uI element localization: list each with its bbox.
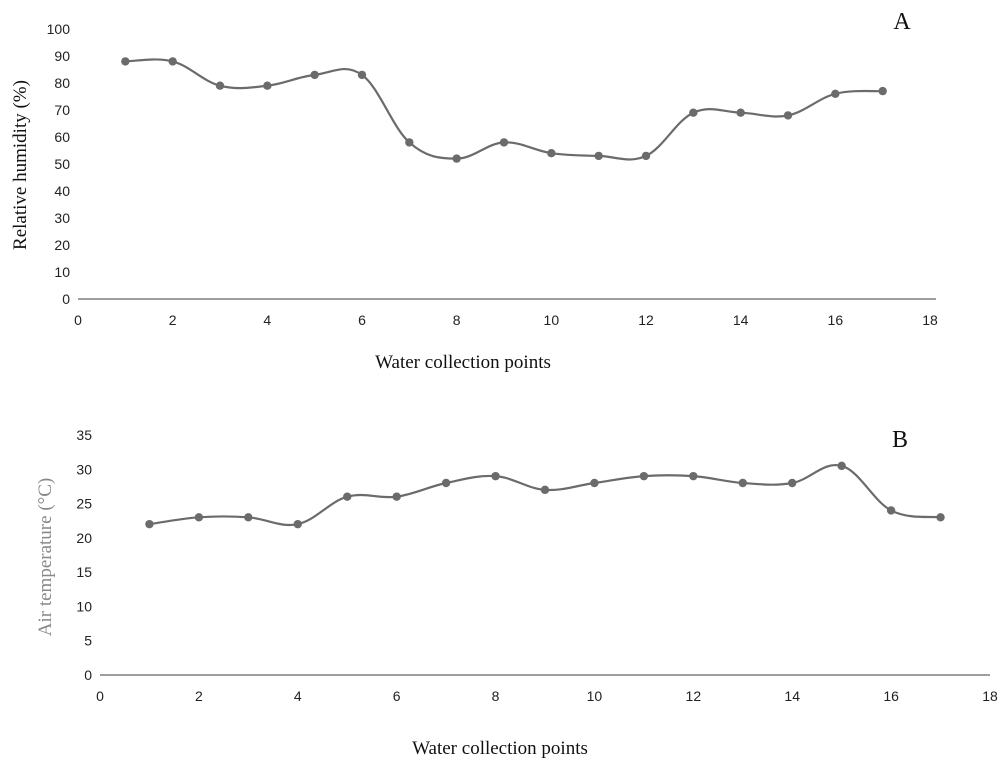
chart-b-x-tick-label: 4: [294, 688, 302, 704]
chart-a-y-tick-label: 30: [54, 210, 70, 226]
chart-a-data-point: [499, 138, 509, 147]
chart-b-points: [145, 461, 945, 529]
chart-a-data-point: [689, 108, 698, 117]
chart-a-y-tick-label: 100: [47, 21, 71, 37]
chart-b-x-tick-label: 14: [784, 688, 800, 704]
chart-a-panel-label: A: [893, 9, 911, 35]
chart-b-x-tick-label: 8: [492, 688, 500, 704]
chart-a: 0 10 20 30 40 50 60 70 80 90 100 0 2 4 6 8 10 12 14 16 18 A…: [10, 9, 938, 373]
chart-b-x-tick-label: 0: [96, 688, 104, 704]
chart-b-series-line: [149, 463, 941, 527]
chart-b-x-tick-label: 18: [982, 688, 998, 704]
chart-a-x-tick-label: 4: [263, 312, 271, 328]
chart-a-x-tick-label: 14: [733, 312, 749, 328]
chart-b-x-tick-label: 16: [883, 688, 899, 704]
chart-b-x-tick-label: 2: [195, 688, 203, 704]
chart-b-y-axis-title: Air temperature (°C): [35, 478, 56, 636]
chart-a-x-axis-title: Water collection points: [375, 352, 551, 373]
chart-b-y-tick-label: 10: [76, 598, 92, 614]
chart-a-data-point: [641, 151, 651, 161]
chart-a-data-point: [547, 149, 556, 158]
chart-b-x-tick-label: 12: [686, 688, 702, 704]
chart-a-data-point: [357, 70, 367, 80]
chart-b-data-point: [738, 478, 747, 488]
chart-a-data-point: [121, 57, 130, 66]
chart-b-panel-label: B: [892, 427, 908, 453]
chart-a-y-tick-label: 90: [54, 48, 70, 64]
chart-a-y-tick-label: 10: [54, 264, 70, 280]
chart-a-data-point: [215, 81, 225, 90]
chart-a-x-tick-label: 6: [358, 312, 366, 328]
chart-b-data-point: [194, 513, 204, 522]
chart-b-y-tick-label: 0: [84, 667, 92, 683]
chart-a-x-tick-label: 18: [922, 312, 938, 328]
chart-b-data-point: [441, 478, 451, 488]
chart-b-y-tick-label: 15: [76, 564, 92, 580]
chart-a-data-point: [168, 57, 177, 66]
chart-a-x-ticks: 0 2 4 6 8 10 12 14 16 18: [74, 312, 938, 328]
chart-b-y-ticks: 0 5 10 15 20 25 30 35: [76, 427, 92, 683]
chart-b-y-tick-label: 20: [76, 530, 92, 546]
chart-b-data-point: [145, 519, 154, 529]
chart-b-data-point: [689, 471, 698, 481]
chart-b-x-tick-label: 10: [587, 688, 603, 704]
chart-b-y-tick-label: 25: [76, 496, 92, 512]
chart-a-y-tick-label: 60: [54, 129, 70, 145]
chart-b-x-ticks: 0 2 4 6 8 10 12 14 16 18: [96, 688, 998, 704]
chart-b-data-point: [837, 461, 846, 471]
chart-b-data-point: [936, 513, 945, 522]
chart-a-x-tick-label: 8: [453, 312, 461, 328]
chart-a-data-point: [310, 70, 319, 80]
chart-a-y-tick-label: 50: [54, 156, 70, 172]
chart-a-x-tick-label: 10: [544, 312, 560, 328]
chart-a-y-tick-label: 70: [54, 102, 70, 118]
chart-b-y-tick-label: 5: [84, 633, 92, 649]
chart-b-data-point: [540, 485, 550, 495]
chart-a-data-point: [452, 154, 461, 163]
chart-b-data-point: [590, 478, 599, 488]
chart-b-data-point: [244, 513, 253, 522]
chart-a-data-point: [263, 81, 272, 90]
chart-a-x-tick-label: 12: [638, 312, 654, 328]
chart-b-data-point: [392, 492, 401, 501]
chart-a-data-point: [594, 151, 603, 161]
chart-b-data-point: [788, 478, 797, 488]
chart-a-x-tick-label: 16: [828, 312, 844, 328]
chart-a-y-tick-label: 20: [54, 237, 70, 253]
chart-b: 0 5 10 15 20 25 30 35 0 2 4 6 8 10 12 14 16 18 B Water c…: [35, 427, 998, 759]
chart-a-data-point: [783, 111, 793, 120]
chart-a-y-ticks: 0 10 20 30 40 50 60 70 80 90 100: [47, 21, 71, 307]
chart-a-y-axis-title: Relative humidity (%): [10, 80, 31, 250]
chart-b-data-point: [491, 471, 500, 481]
chart-b-data-point: [293, 519, 302, 529]
chart-a-data-point: [878, 86, 887, 96]
chart-b-x-tick-label: 6: [393, 688, 401, 704]
chart-a-data-point: [405, 138, 414, 147]
chart-a-y-tick-label: 40: [54, 183, 70, 199]
chart-b-data-point: [639, 471, 649, 481]
chart-a-data-point: [831, 89, 840, 99]
chart-b-x-axis-title: Water collection points: [412, 738, 588, 759]
chart-a-y-tick-label: 0: [62, 291, 70, 307]
chart-a-x-tick-label: 2: [169, 312, 177, 328]
chart-a-x-tick-label: 0: [74, 312, 82, 328]
chart-a-y-tick-label: 80: [54, 75, 70, 91]
chart-b-data-point: [886, 506, 896, 515]
chart-b-y-tick-label: 35: [76, 427, 92, 443]
chart-b-y-tick-label: 30: [76, 461, 92, 477]
chart-a-data-point: [736, 108, 745, 117]
chart-b-data-point: [343, 492, 352, 501]
chart-a-points: [121, 57, 887, 163]
